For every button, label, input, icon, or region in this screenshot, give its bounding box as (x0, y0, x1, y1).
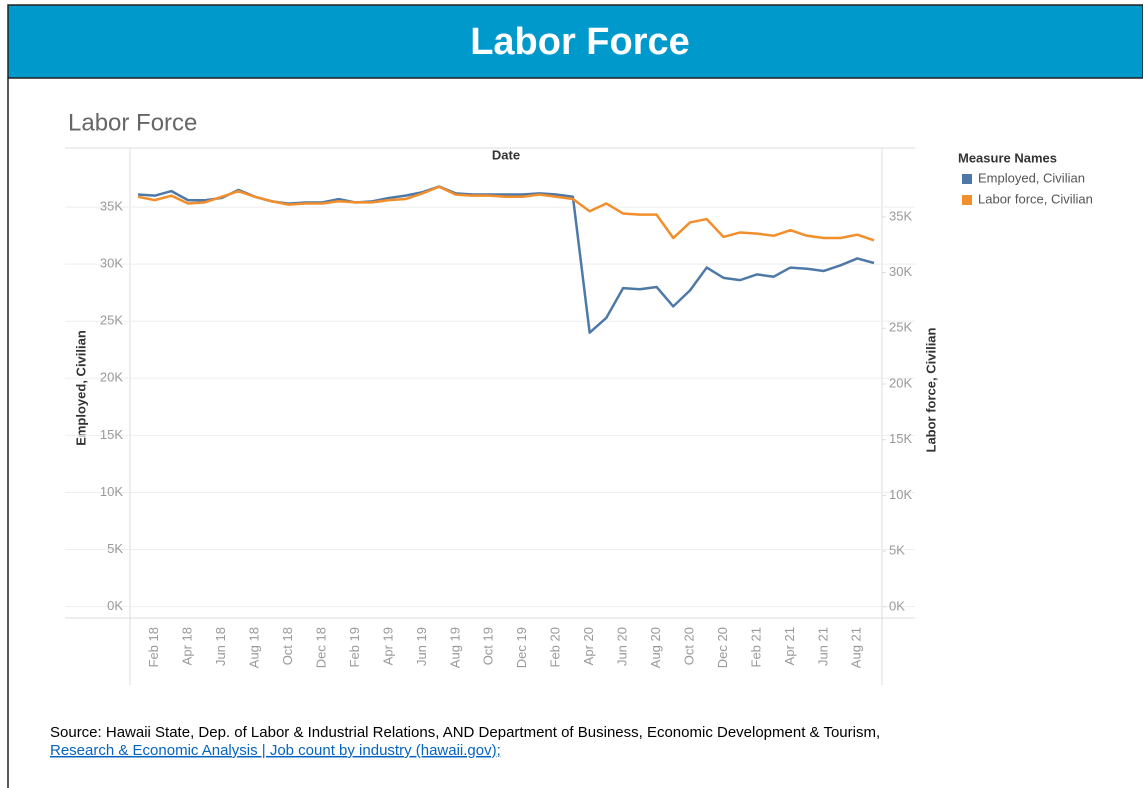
x-tick-label: Apr 18 (180, 627, 195, 665)
x-tick-label: Aug 18 (247, 627, 262, 668)
y2-tick-label: 35K (889, 208, 912, 223)
y-tick-label: 30K (100, 256, 123, 271)
x-tick-label: Apr 19 (380, 627, 395, 665)
series-line (137, 185, 875, 242)
y-tick-label: 20K (100, 370, 123, 385)
x-tick-label: Feb 18 (146, 627, 161, 667)
legend-label: Labor force, Civilian (978, 191, 1093, 206)
x-tick-label: Apr 21 (782, 627, 797, 665)
x-tick-label: Jun 19 (414, 627, 429, 666)
source-link[interactable]: Research & Economic Analysis | Job count… (50, 742, 501, 759)
y2-tick-label: 15K (889, 431, 912, 446)
x-tick-label: Oct 19 (481, 627, 496, 665)
series-line (137, 185, 875, 334)
y-tick-label: 35K (100, 199, 123, 214)
y-tick-label: 10K (100, 484, 123, 499)
y-axis-label: Employed, Civilian (73, 330, 88, 446)
x-tick-label: Dec 20 (715, 627, 730, 668)
x-tick-label: Dec 18 (313, 627, 328, 668)
x-tick-label: Apr 20 (581, 627, 596, 665)
y2-tick-label: 0K (889, 598, 905, 613)
legend-label: Employed, Civilian (978, 170, 1085, 185)
x-tick-label: Aug 21 (849, 627, 864, 668)
legend-swatch (962, 174, 972, 184)
x-tick-label: Aug 20 (648, 627, 663, 668)
banner-bar (7, 4, 1143, 79)
x-tick-label: Oct 20 (681, 627, 696, 665)
y2-tick-label: 10K (889, 487, 912, 502)
source-text: Source: Hawaii State, Dep. of Labor & In… (50, 724, 880, 741)
banner-title: Labor Force (470, 21, 690, 63)
y-tick-label: 0K (107, 598, 123, 613)
x-tick-label: Feb 19 (347, 627, 362, 667)
x-tick-label: Oct 18 (280, 627, 295, 665)
x-tick-label: Feb 21 (748, 627, 763, 667)
y-tick-label: 15K (100, 427, 123, 442)
chart-title: Labor Force (68, 109, 197, 136)
y-tick-label: 5K (107, 541, 123, 556)
x-axis-label: Date (492, 147, 520, 162)
x-tick-label: Jun 18 (213, 627, 228, 666)
x-tick-label: Dec 19 (514, 627, 529, 668)
x-tick-label: Aug 19 (447, 627, 462, 668)
x-tick-label: Jun 20 (615, 627, 630, 666)
y2-tick-label: 5K (889, 543, 905, 558)
y2-tick-label: 20K (889, 375, 912, 390)
y2-tick-label: 30K (889, 264, 912, 279)
legend-title: Measure Names (958, 150, 1057, 165)
y-tick-label: 25K (100, 313, 123, 328)
y2-axis-label: Labor force, Civilian (923, 327, 938, 452)
legend-swatch (962, 195, 972, 205)
x-tick-label: Jun 21 (815, 627, 830, 666)
x-tick-label: Feb 20 (548, 627, 563, 667)
y2-tick-label: 25K (889, 320, 912, 335)
